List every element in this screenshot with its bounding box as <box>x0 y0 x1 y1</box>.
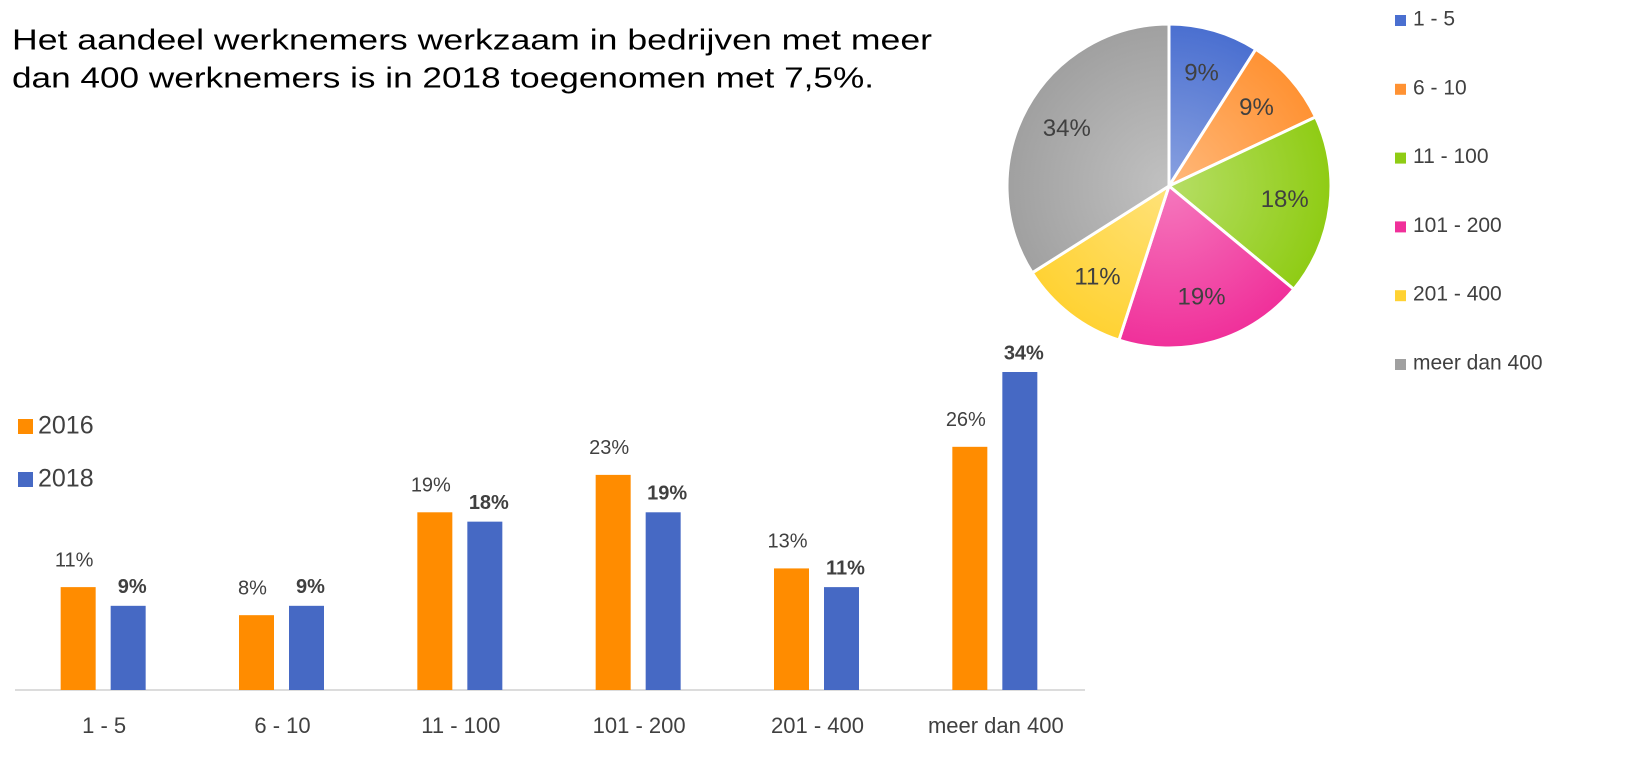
pie-slice <box>1030 182 1172 342</box>
bar <box>595 474 631 690</box>
pie-slice <box>1164 47 1318 190</box>
bar <box>110 605 146 690</box>
x-tick-label: 11 - 100 <box>421 713 500 738</box>
data-label: 9% <box>1184 59 1219 86</box>
bar <box>1002 372 1038 690</box>
data-label: 34% <box>1004 342 1044 364</box>
data-label: 23% <box>589 437 629 459</box>
legend-label: 11 - 100 <box>1413 145 1489 168</box>
x-tick-label: 201 - 400 <box>771 713 864 738</box>
legend-swatch <box>18 419 33 434</box>
bar <box>645 512 681 690</box>
bar <box>952 446 988 690</box>
bar <box>289 605 324 690</box>
bar <box>60 587 96 690</box>
data-label: 11% <box>1074 264 1120 291</box>
x-tick-label: meer dan 400 <box>928 713 1064 738</box>
annotation: Het aandeel werknemers werkzaam in bedri… <box>12 25 932 57</box>
legend-swatch <box>1395 152 1406 164</box>
pie-slice <box>1166 115 1333 292</box>
data-label: 9% <box>118 576 147 598</box>
data-label: 18% <box>469 492 509 514</box>
legend-label: 101 - 200 <box>1413 214 1502 237</box>
data-label: 26% <box>946 409 986 431</box>
pie-slice <box>1005 22 1171 275</box>
bar <box>774 568 809 690</box>
legend-label: meer dan 400 <box>1413 352 1543 375</box>
pie-slice <box>1167 22 1258 192</box>
data-label: 34% <box>1043 115 1091 142</box>
bar <box>467 521 503 690</box>
x-tick-label: 101 - 200 <box>593 713 686 738</box>
legend-label: 2018 <box>38 465 94 493</box>
data-label: 18% <box>1261 186 1309 213</box>
legend-label: 1 - 5 <box>1413 8 1455 31</box>
bar <box>239 615 274 690</box>
legend-swatch <box>1395 15 1406 26</box>
bar <box>417 512 453 690</box>
data-label: 9% <box>296 576 325 598</box>
data-label: 11% <box>55 549 94 571</box>
legend-swatch <box>18 472 33 487</box>
data-label: 19% <box>1178 283 1226 310</box>
data-label: 13% <box>767 531 807 553</box>
x-tick-label: 1 - 5 <box>82 713 126 738</box>
legend-label: 2016 <box>38 412 94 440</box>
pie-slice <box>1117 183 1296 350</box>
data-label: 8% <box>238 577 267 599</box>
legend-swatch <box>1395 221 1406 233</box>
bar <box>824 587 859 690</box>
data-label: 11% <box>826 557 865 579</box>
legend-label: 201 - 400 <box>1413 283 1502 306</box>
legend-swatch <box>1395 290 1406 302</box>
data-label: 9% <box>1239 94 1274 121</box>
annotation: dan 400 werknemers is in 2018 toegenomen… <box>12 63 874 95</box>
legend-swatch <box>1395 83 1406 95</box>
legend-label: 6 - 10 <box>1413 76 1467 99</box>
x-tick-label: 6 - 10 <box>254 713 310 738</box>
legend-swatch <box>1395 359 1406 370</box>
data-label: 19% <box>647 483 687 505</box>
data-label: 19% <box>411 475 451 497</box>
